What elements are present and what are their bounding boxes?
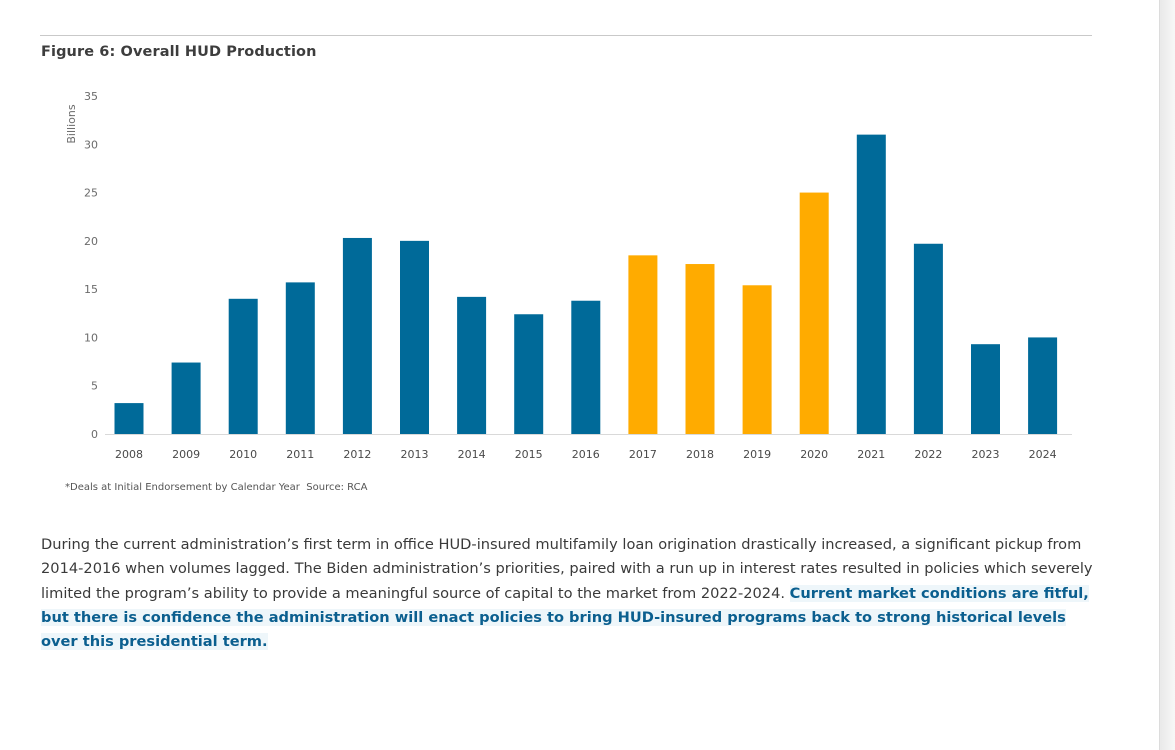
bar-2018 (685, 264, 715, 434)
bar-2022 (913, 243, 943, 434)
x-axis: 2008 2009 2010 2011 2012 2013 2014 2015 2016 2017… (115, 448, 1057, 461)
x-tick-label: 2020 (800, 448, 828, 461)
x-tick-label: 2024 (1029, 448, 1057, 461)
bar-2012 (342, 237, 372, 434)
y-tick-label: 20 (84, 235, 98, 248)
x-tick-label: 2016 (572, 448, 600, 461)
bar-2017 (628, 255, 658, 434)
bar-2019 (742, 285, 772, 434)
x-tick-label: 2009 (172, 448, 200, 461)
y-tick-label: 25 (84, 187, 98, 200)
bar-2024 (1028, 337, 1058, 434)
x-tick-label: 2010 (229, 448, 257, 461)
y-tick-label: 10 (84, 331, 98, 344)
x-tick-label: 2022 (914, 448, 942, 461)
bar-2010 (228, 298, 258, 434)
bar-2023 (971, 344, 1000, 434)
bar-2016 (571, 300, 601, 434)
body-paragraph: During the current administration’s firs… (41, 533, 1101, 654)
bars (114, 134, 1058, 434)
x-tick-label: 2013 (401, 448, 429, 461)
paragraph-text: During the current administration’s firs… (41, 536, 1093, 602)
top-divider (40, 35, 1092, 36)
y-tick-label: 15 (84, 283, 98, 296)
x-tick-label: 2018 (686, 448, 714, 461)
y-tick-label: 30 (84, 138, 98, 151)
chart-footnote: *Deals at Initial Endorsement by Calenda… (65, 482, 368, 493)
y-tick-label: 5 (91, 380, 98, 393)
figure-title: Figure 6: Overall HUD Production (41, 44, 317, 60)
bar-2013 (400, 240, 429, 434)
bar-2015 (514, 314, 544, 434)
x-tick-label: 2011 (286, 448, 314, 461)
bar-2008 (114, 403, 144, 434)
x-tick-label: 2023 (972, 448, 1000, 461)
x-tick-label: 2014 (458, 448, 486, 461)
y-tick-label: 35 (84, 90, 98, 103)
x-tick-label: 2012 (343, 448, 371, 461)
x-tick-label: 2021 (857, 448, 885, 461)
x-tick-label: 2017 (629, 448, 657, 461)
page-edge (1159, 0, 1175, 750)
bar-2011 (285, 282, 315, 434)
bar-2009 (171, 362, 201, 434)
x-tick-label: 2008 (115, 448, 143, 461)
x-tick-label: 2015 (515, 448, 543, 461)
bar-2014 (457, 296, 487, 434)
x-tick-label: 2019 (743, 448, 771, 461)
y-axis: 0 5 10 15 20 25 30 35 Billions (65, 90, 1072, 441)
bar-2021 (856, 134, 886, 434)
y-axis-title: Billions (65, 104, 78, 143)
bar-2020 (799, 192, 829, 434)
y-tick-label: 0 (91, 428, 98, 441)
